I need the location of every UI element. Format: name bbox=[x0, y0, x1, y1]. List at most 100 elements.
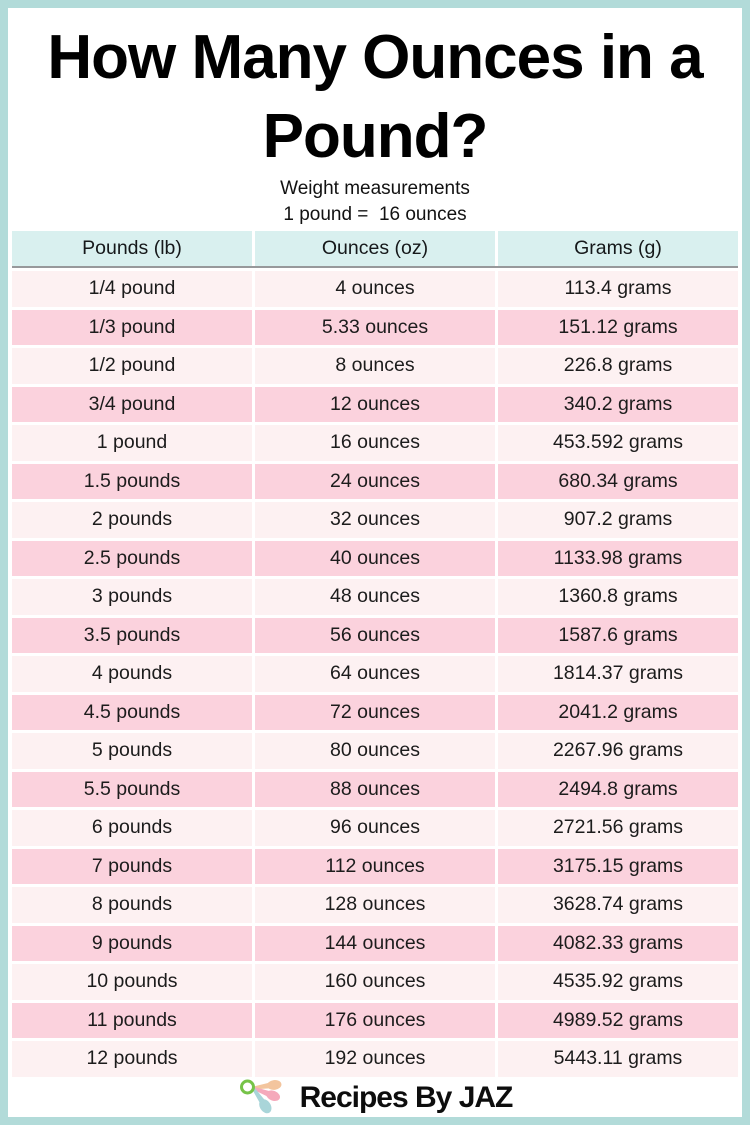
table-cell: 3/4 pound bbox=[12, 386, 252, 422]
table-cell: 2.5 pounds bbox=[12, 540, 252, 576]
table-cell: 80 ounces bbox=[255, 733, 495, 769]
column-header-pounds: Pounds (lb) bbox=[12, 231, 252, 266]
table-cell: 2 pounds bbox=[12, 502, 252, 538]
table-row: 10 pounds 160 ounces 4535.92 grams bbox=[12, 964, 738, 1000]
column-header-grams: Grams (g) bbox=[498, 231, 738, 266]
table-cell: 48 ounces bbox=[255, 579, 495, 615]
table-cell: 11 pounds bbox=[12, 1002, 252, 1038]
table-row: 3.5 pounds 56 ounces 1587.6 grams bbox=[12, 617, 738, 653]
table-cell: 2721.56 grams bbox=[498, 810, 738, 846]
table-cell: 340.2 grams bbox=[498, 386, 738, 422]
table-row: 5 pounds 80 ounces 2267.96 grams bbox=[12, 733, 738, 769]
table-cell: 1587.6 grams bbox=[498, 617, 738, 653]
footer-brand: Recipes By JAZ bbox=[8, 1077, 742, 1118]
table-cell: 128 ounces bbox=[255, 887, 495, 923]
column-header-ounces: Ounces (oz) bbox=[255, 231, 495, 266]
table-cell: 160 ounces bbox=[255, 964, 495, 1000]
page-title-line-1: How Many Ounces in a bbox=[47, 23, 703, 92]
table-cell: 8 pounds bbox=[12, 887, 252, 923]
table-row: 4 pounds 64 ounces 1814.37 grams bbox=[12, 656, 738, 692]
table-cell: 2041.2 grams bbox=[498, 694, 738, 730]
table-row: 1.5 pounds 24 ounces 680.34 grams bbox=[12, 463, 738, 499]
table-cell: 96 ounces bbox=[255, 810, 495, 846]
table-cell: 32 ounces bbox=[255, 502, 495, 538]
spoon-ring bbox=[239, 1079, 255, 1094]
table-row: 1 pound 16 ounces 453.592 grams bbox=[12, 425, 738, 461]
table-cell: 1/2 pound bbox=[12, 348, 252, 384]
table-cell: 40 ounces bbox=[255, 540, 495, 576]
table-cell: 9 pounds bbox=[12, 925, 252, 961]
table-cell: 4.5 pounds bbox=[12, 694, 252, 730]
table-cell: 113.4 grams bbox=[498, 271, 738, 307]
table-cell: 24 ounces bbox=[255, 463, 495, 499]
subtitle-conversion-rule: 1 pound = 16 ounces bbox=[283, 204, 467, 225]
measuring-spoons-icon bbox=[239, 1079, 282, 1113]
table-cell: 16 ounces bbox=[255, 425, 495, 461]
table-body: 1/4 pound 4 ounces 113.4 grams 1/3 pound 5.3… bbox=[12, 271, 738, 1077]
table-cell: 112 ounces bbox=[255, 848, 495, 884]
table-header-row: Pounds (lb) Ounces (oz) Grams (g) bbox=[12, 231, 738, 268]
table-row: 6 pounds 96 ounces 2721.56 grams bbox=[12, 810, 738, 846]
table-cell: 3628.74 grams bbox=[498, 887, 738, 923]
table-row: 5.5 pounds 88 ounces 2494.8 grams bbox=[12, 771, 738, 807]
table-cell: 6 pounds bbox=[12, 810, 252, 846]
brand-name: Recipes By JAZ bbox=[299, 1080, 514, 1114]
table-cell: 5.5 pounds bbox=[12, 771, 252, 807]
spoon-pink bbox=[252, 1086, 280, 1101]
table-row: 7 pounds 112 ounces 3175.15 grams bbox=[12, 848, 738, 884]
page-title: How Many Ounces in a Pound? bbox=[8, 18, 742, 176]
table-cell: 88 ounces bbox=[255, 771, 495, 807]
table-cell: 192 ounces bbox=[255, 1041, 495, 1077]
table-cell: 5 pounds bbox=[12, 733, 252, 769]
table-cell: 680.34 grams bbox=[498, 463, 738, 499]
table-row: 2.5 pounds 40 ounces 1133.98 grams bbox=[12, 540, 738, 576]
table-cell: 56 ounces bbox=[255, 617, 495, 653]
table-row: 11 pounds 176 ounces 4989.52 grams bbox=[12, 1002, 738, 1038]
table-cell: 8 ounces bbox=[255, 348, 495, 384]
table-row: 2 pounds 32 ounces 907.2 grams bbox=[12, 502, 738, 538]
table-cell: 144 ounces bbox=[255, 925, 495, 961]
table-cell: 1814.37 grams bbox=[498, 656, 738, 692]
table-cell: 5443.11 grams bbox=[498, 1041, 738, 1077]
table-cell: 1/4 pound bbox=[12, 271, 252, 307]
table-cell: 453.592 grams bbox=[498, 425, 738, 461]
table-row: 1/2 pound 8 ounces 226.8 grams bbox=[12, 348, 738, 384]
table-cell: 4 pounds bbox=[12, 656, 252, 692]
table-cell: 12 ounces bbox=[255, 386, 495, 422]
table-cell: 2267.96 grams bbox=[498, 733, 738, 769]
table-cell: 72 ounces bbox=[255, 694, 495, 730]
table-cell: 3.5 pounds bbox=[12, 617, 252, 653]
table-cell: 3 pounds bbox=[12, 579, 252, 615]
table-row: 4.5 pounds 72 ounces 2041.2 grams bbox=[12, 694, 738, 730]
table-cell: 151.12 grams bbox=[498, 309, 738, 345]
table-cell: 64 ounces bbox=[255, 656, 495, 692]
table-cell: 907.2 grams bbox=[498, 502, 738, 538]
table-cell: 5.33 ounces bbox=[255, 309, 495, 345]
table-cell: 7 pounds bbox=[12, 848, 252, 884]
table-row: 3 pounds 48 ounces 1360.8 grams bbox=[12, 579, 738, 615]
table-row: 1/3 pound 5.33 ounces 151.12 grams bbox=[12, 309, 738, 345]
table-cell: 176 ounces bbox=[255, 1002, 495, 1038]
table-row: 8 pounds 128 ounces 3628.74 grams bbox=[12, 887, 738, 923]
table-cell: 4 ounces bbox=[255, 271, 495, 307]
table-cell: 12 pounds bbox=[12, 1041, 252, 1077]
table-cell: 226.8 grams bbox=[498, 348, 738, 384]
table-cell: 4082.33 grams bbox=[498, 925, 738, 961]
table-row: 3/4 pound 12 ounces 340.2 grams bbox=[12, 386, 738, 422]
table-row: 1/4 pound 4 ounces 113.4 grams bbox=[12, 271, 738, 307]
spoon-blue bbox=[251, 1086, 272, 1113]
table-cell: 10 pounds bbox=[12, 964, 252, 1000]
table-cell: 3175.15 grams bbox=[498, 848, 738, 884]
page-title-line-2: Pound? bbox=[262, 102, 489, 171]
table-cell: 1133.98 grams bbox=[498, 540, 738, 576]
table-row: 9 pounds 144 ounces 4082.33 grams bbox=[12, 925, 738, 961]
table-cell: 2494.8 grams bbox=[498, 771, 738, 807]
table-cell: 4535.92 grams bbox=[498, 964, 738, 1000]
conversion-table: Pounds (lb) Ounces (oz) Grams (g) 1/4 po… bbox=[12, 231, 738, 1077]
table-cell: 1.5 pounds bbox=[12, 463, 252, 499]
table-cell: 4989.52 grams bbox=[498, 1002, 738, 1038]
table-cell: 1 pound bbox=[12, 425, 252, 461]
subtitle-weight-measurements: Weight measurements bbox=[280, 178, 470, 199]
table-row: 12 pounds 192 ounces 5443.11 grams bbox=[12, 1041, 738, 1077]
